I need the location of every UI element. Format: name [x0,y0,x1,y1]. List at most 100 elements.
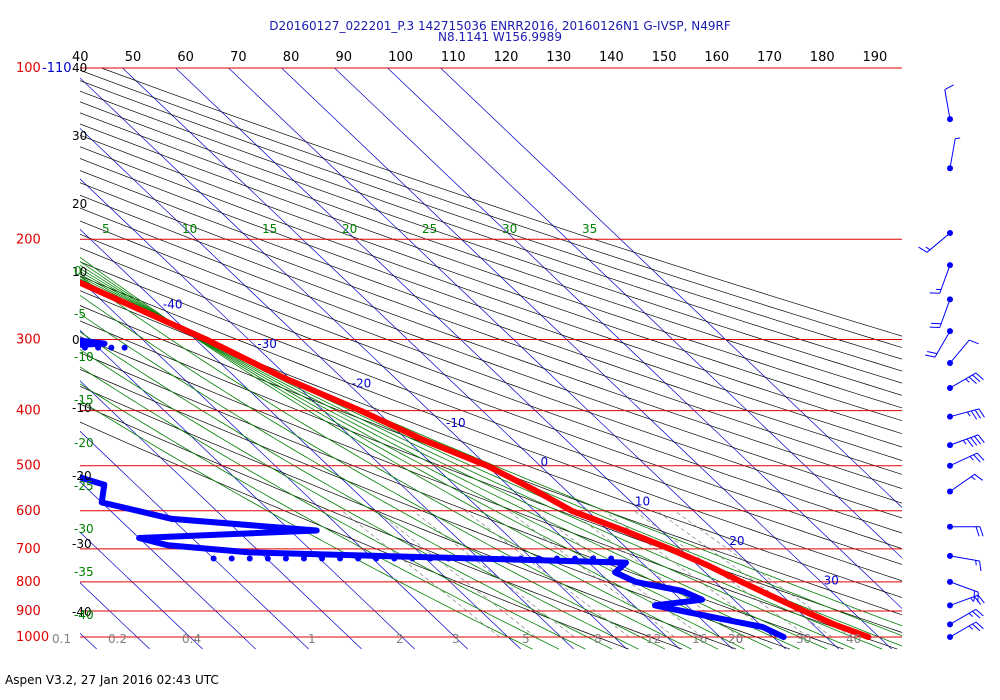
wind-barb [947,578,979,603]
dewpoint-dot [319,555,326,562]
dewpoint-dot [355,555,362,562]
wind-barb-flag [925,246,931,251]
moist-adiabat [80,313,666,650]
wind-barb-shaft [949,555,980,562]
top-axis-label: 150 [652,50,677,65]
isotherm [228,68,839,650]
dewpoint-dot [373,555,380,562]
moist-adiabat [80,383,560,650]
mixing-ratio-label: 3 [452,632,460,646]
wind-barb-flag [968,625,974,630]
moist-adiabat [80,268,828,650]
moist-adiabat-label-left: -30 [74,522,94,536]
chart-title: D20160127_022201_P.3 142715036 ENRR2016,… [269,19,731,33]
isotherm [281,68,892,650]
mixing-ratio-label: 0.1 [52,632,71,646]
isotherm-label: 0 [540,455,548,469]
dewpoint-dot [246,555,253,562]
dry-adiabat [80,69,902,348]
moist-adiabat [80,260,773,650]
wind-barb-flag [974,435,981,445]
top-axis-label: 160 [704,50,729,65]
top-axis-label: 50 [125,50,142,65]
top-axis-label: 100 [388,50,413,65]
wind-barb [947,434,985,449]
wind-barb [947,621,984,640]
top-axis-label: 40 [72,50,89,65]
top-axis-label: 110 [441,50,466,65]
moist-adiabat-label-left: -15 [74,393,94,407]
moist-adiabat [80,264,800,650]
dewpoint-dot [300,555,307,562]
isotherm [80,77,680,650]
pressure-label: 600 [16,504,41,519]
dewpoint-dot [264,555,271,562]
wind-barb-shaft [949,372,977,389]
dry-adiabat-label: -10 [72,401,92,415]
wind-barb-flag [975,621,984,630]
dewpoint-dot [55,345,61,351]
wind-barb-flag [966,438,974,448]
mixing-ratio-label: 0.4 [182,632,201,646]
dry-adiabat [80,233,902,534]
wind-barb-flag [972,623,981,632]
isotherm-label: 10 [635,495,650,509]
isotherm-label: -40 [163,298,183,312]
dry-adiabat [80,247,902,550]
isotherm-label: -30 [257,337,277,351]
dewpoint-dot [391,555,398,562]
moist-adiabat-label-left: -5 [74,307,86,321]
wind-barb-flag [972,610,981,619]
dry-adiabat [80,403,683,650]
dry-adiabat [80,194,902,490]
mixing-ratio-label: 8 [594,632,602,646]
moist-adiabat-label-top: 25 [422,222,437,236]
wind-barb-shaft [939,299,951,328]
moist-adiabat-label-left: -40 [74,608,94,622]
top-axis-label: 140 [599,50,624,65]
dry-adiabat [80,158,902,448]
mixing-ratio-line [507,510,675,638]
isotherm [80,430,309,650]
grid-lines [80,68,902,650]
wind-barb [947,137,961,172]
moist-adiabat-label-left: -25 [74,479,94,493]
moist-adiabat [80,331,639,650]
dewpoint-dot [210,555,217,562]
wind-barb-flag [978,408,985,418]
top-axis-label: 180 [810,50,835,65]
wind-barb [947,452,985,469]
moist-adiabat [80,294,692,650]
bottom-temp-label: 30 [796,632,811,646]
dewpoint-dot [42,345,48,351]
isotherm-label: 20 [729,534,744,548]
top-axis-label: 190 [863,50,888,65]
moist-adiabat-label-top: 5 [102,222,110,236]
isotherm [80,127,627,650]
dry-adiabat-label: -20 [72,469,92,483]
wind-barb-flag [970,410,978,420]
dewpoint-dot [228,555,235,562]
isotherm [80,329,415,650]
wind-barb [947,552,982,572]
theta-start-label: -110 [42,61,72,76]
dry-adiabat-label: 20 [72,197,87,211]
isotherm-label: -20 [352,376,372,390]
top-axis-label: 80 [283,50,300,65]
isotherm [387,68,902,559]
wind-barb-flag [927,351,938,355]
wind-barb-flag [976,452,985,461]
top-axis-label: 170 [757,50,782,65]
mixing-ratio-label: 1 [308,632,316,646]
dry-adiabat [80,182,902,475]
wind-barb-flag [969,339,979,345]
wind-barb-shaft [949,581,979,593]
dewpoint-dot [571,555,578,562]
wind-barb-flag [925,354,936,358]
wind-barb-flag [968,376,977,385]
dry-adiabat [80,220,902,519]
isotherm [80,531,203,650]
isotherm [334,68,902,609]
bottom-temp-label: 20 [728,632,743,646]
